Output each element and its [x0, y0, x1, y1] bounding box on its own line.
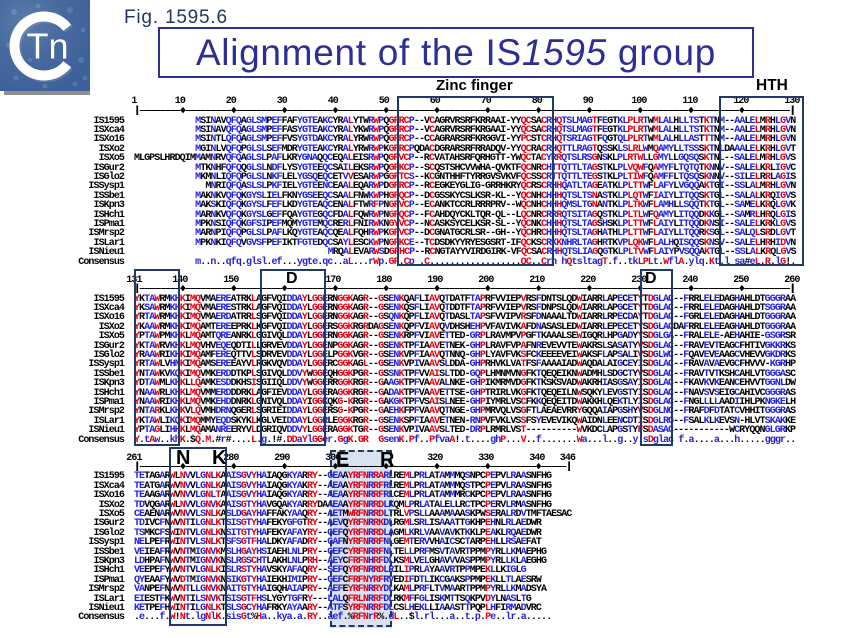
svg-text:Tn: Tn	[27, 26, 69, 67]
